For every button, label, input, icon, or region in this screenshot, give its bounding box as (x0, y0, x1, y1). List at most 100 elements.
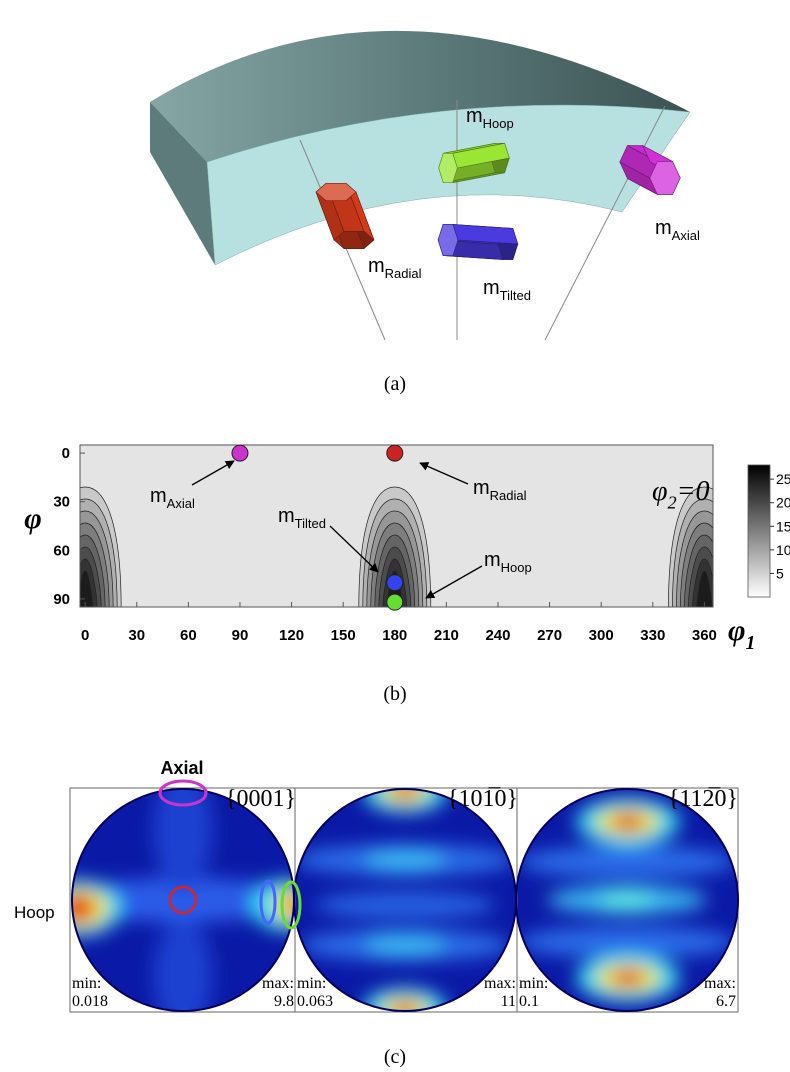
guide-line (544, 105, 666, 341)
pole-figure (72, 789, 294, 1011)
end-face (150, 102, 215, 265)
intensity-blob (315, 891, 495, 919)
orientation-point (231, 444, 249, 462)
intensity-blob (153, 789, 213, 890)
caption: (a) (384, 373, 406, 395)
label: φ2=0 (652, 476, 710, 512)
pole-rim (515, 788, 739, 1012)
label: mTilted (278, 505, 326, 531)
intensity (519, 798, 735, 1002)
x-tick-label: 30 (128, 627, 145, 644)
prism (619, 144, 681, 196)
min-value: 0.063 (297, 993, 333, 1010)
x-tick-label: 60 (180, 627, 197, 644)
intensity-blob (288, 895, 294, 915)
label-sub: Hoop (483, 116, 514, 131)
pole-title: {101̅0} (447, 786, 518, 812)
max-label: max: (262, 975, 294, 992)
x-tick-label: 300 (589, 627, 614, 644)
y-axis-label: φ (24, 502, 42, 535)
min-label: min: (519, 975, 548, 992)
prisms (315, 142, 681, 260)
label-base: m (483, 277, 500, 299)
prism (438, 142, 510, 184)
min-value: 0.018 (72, 993, 108, 1010)
label: mRadial (368, 255, 422, 281)
max-value: 11 (501, 993, 516, 1010)
label-sub: Radial (490, 488, 527, 503)
label: mTilted (483, 277, 531, 303)
axial-label: Axial (160, 758, 203, 778)
max-value: 9.8 (274, 993, 294, 1010)
arrow (191, 460, 235, 486)
orientation-point (386, 574, 404, 592)
min-label: min: (297, 975, 326, 992)
axial-marker (158, 779, 208, 807)
label-base: m (466, 105, 483, 127)
label-base: φ (728, 614, 746, 647)
prism-face (438, 152, 458, 184)
y-tick-label: 60 (53, 542, 70, 559)
label: mAxial (655, 217, 700, 243)
intensity-blob (612, 814, 644, 830)
x-tick-label: 0 (81, 627, 89, 644)
hoop-marker (280, 880, 302, 930)
label: mRadial (473, 477, 527, 503)
label-base: m (150, 485, 167, 507)
prism-face (315, 183, 357, 201)
max-label: max: (704, 975, 736, 992)
arrow (425, 565, 483, 599)
prism (437, 224, 519, 260)
pole-figure (294, 789, 516, 1011)
intensity-blob (393, 789, 417, 798)
label-sub: Tilted (295, 516, 326, 531)
label: φ1 (728, 614, 755, 654)
ring-segment (150, 30, 691, 341)
colorbar (747, 464, 771, 598)
y-tick-label: 30 (53, 494, 70, 511)
intensity-blob (153, 920, 213, 1011)
intensity-blob (612, 970, 644, 986)
pole-title: {0001} (225, 786, 296, 812)
x-tick-label: 210 (434, 627, 459, 644)
intensity-blob (72, 878, 294, 922)
colorbar-tick-label: 5 (776, 565, 784, 581)
hoop-label: Hoop (14, 903, 55, 922)
contour (80, 570, 94, 607)
label-sub: Axial (672, 228, 700, 243)
intensity-blob (519, 926, 735, 958)
prism (315, 182, 375, 250)
y-tick-label: 0 (62, 445, 70, 462)
pole-title: {112̅0} (668, 786, 738, 812)
x-tick-label: 330 (640, 627, 665, 644)
intensity-blob (365, 935, 445, 955)
label: mHoop (466, 105, 514, 131)
label-base: φ (652, 476, 668, 507)
label-rest: =0 (677, 476, 710, 507)
colorbar-tick-label: 25 (776, 471, 790, 487)
orientation-point (386, 444, 404, 462)
label-base: m (278, 505, 295, 527)
y-tick-label: 90 (53, 591, 70, 608)
contour (696, 570, 713, 607)
radial-marker (168, 885, 198, 915)
x-tick-label: 240 (485, 627, 510, 644)
max-value: 6.7 (716, 993, 736, 1010)
contours (80, 486, 713, 607)
intensity (72, 789, 294, 1011)
pole-figure (516, 789, 738, 1011)
label-sub: 1 (746, 633, 756, 654)
x-tick-label: 360 (692, 627, 717, 644)
x-tick-label: 270 (537, 627, 562, 644)
min-value: 0.1 (519, 993, 539, 1010)
colorbar-tick-label: 10 (776, 542, 790, 558)
label-sub: Radial (385, 266, 422, 281)
intensity-blob (365, 850, 445, 870)
label-base: m (484, 549, 501, 571)
label-base: m (655, 217, 672, 239)
colorbar-tick-label: 15 (776, 518, 790, 534)
arrow (419, 462, 469, 485)
label-base: m (368, 255, 385, 277)
pole-figures (72, 789, 738, 1011)
